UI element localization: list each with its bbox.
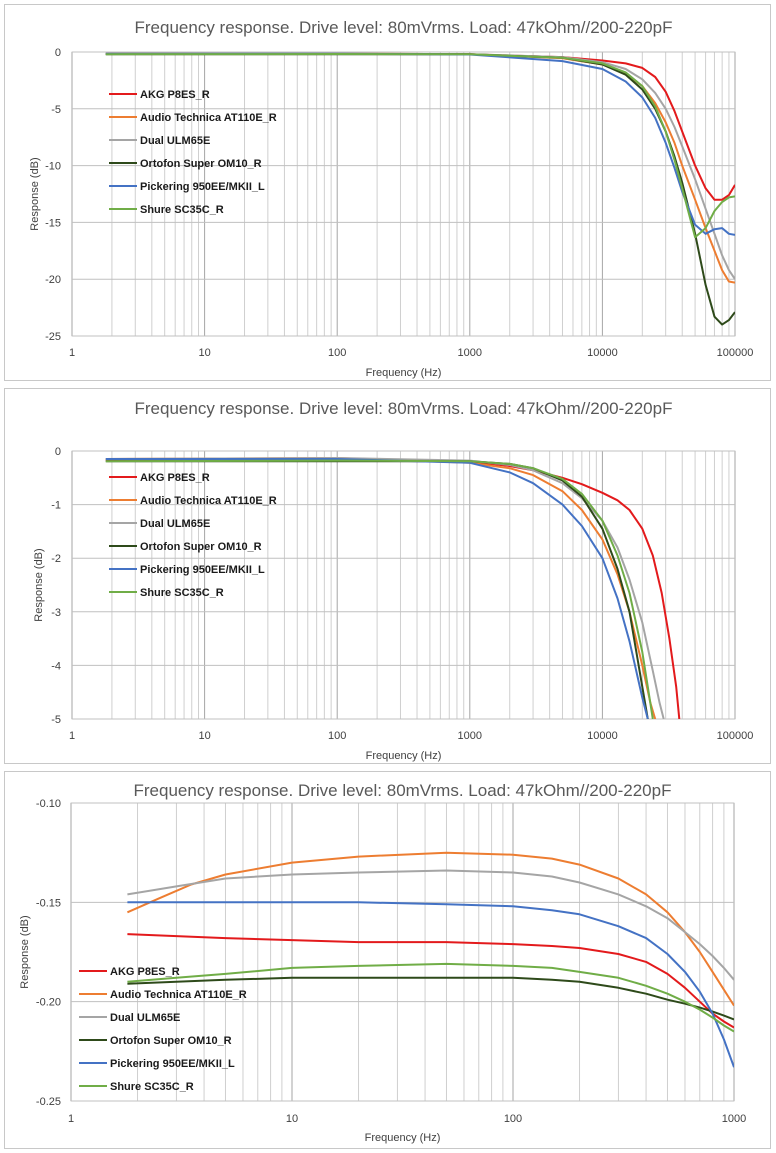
x-tick-label: 1 — [69, 730, 75, 742]
chart-title: Frequency response. Drive level: 80mVrms… — [134, 781, 672, 800]
x-tick-label: 1 — [69, 347, 75, 359]
legend-label: AKG P8ES_R — [140, 472, 210, 484]
y-tick-label: -4 — [51, 660, 61, 672]
y-tick-label: -0.10 — [36, 798, 61, 810]
chart-zoom-5db: Frequency response. Drive level: 80mVrms… — [33, 399, 754, 762]
legend-label: Pickering 950EE/MKII_L — [140, 181, 265, 193]
y-tick-label: -0.20 — [36, 997, 61, 1009]
y-tick-label: -25 — [45, 331, 61, 343]
legend-label: Dual ULM65E — [110, 1012, 180, 1024]
x-tick-label: 1 — [68, 1113, 74, 1125]
x-tick-label: 100 — [328, 347, 346, 359]
legend-label: Shure SC35C_R — [140, 204, 224, 216]
x-tick-label: 100 — [504, 1113, 522, 1125]
y-tick-label: -1 — [51, 500, 61, 512]
legend-label: Ortofon Super OM10_R — [110, 1035, 232, 1047]
series-line — [127, 869, 734, 981]
chart-panel-zoom-5db: Frequency response. Drive level: 80mVrms… — [4, 388, 771, 764]
series-line — [105, 458, 649, 719]
legend-label: Dual ULM65E — [140, 518, 210, 530]
legend-label: Shure SC35C_R — [110, 1081, 194, 1093]
x-axis-label: Frequency (Hz) — [365, 1132, 441, 1144]
legend: AKG P8ES_R Audio Technica AT110E_R Dual UL… — [79, 966, 247, 1093]
chart-title: Frequency response. Drive level: 80mVrms… — [135, 18, 673, 37]
y-axis-label: Response (dB) — [29, 157, 41, 230]
plot-area — [71, 450, 736, 720]
y-tick-label: -2 — [51, 553, 61, 565]
legend-label: Pickering 950EE/MKII_L — [110, 1058, 235, 1070]
legend-label: Dual ULM65E — [140, 135, 210, 147]
plot-area — [71, 51, 736, 337]
y-tick-label: -20 — [45, 274, 61, 286]
x-tick-label: 1000 — [458, 347, 482, 359]
series-line — [127, 962, 734, 1033]
chart-panel-full-range: Frequency response. Drive level: 80mVrms… — [4, 4, 771, 381]
y-tick-label: -10 — [45, 161, 61, 173]
y-tick-label: 0 — [55, 446, 61, 458]
x-tick-label: 10 — [286, 1113, 298, 1125]
gridlines — [71, 450, 736, 720]
series-group — [105, 457, 681, 719]
x-tick-label: 10000 — [587, 730, 618, 742]
y-tick-label: -15 — [45, 217, 61, 229]
legend-label: Ortofon Super OM10_R — [140, 158, 262, 170]
y-tick-label: -0.25 — [36, 1096, 61, 1108]
x-axis-label: Frequency (Hz) — [366, 367, 442, 379]
gridlines — [70, 802, 735, 1102]
chart-zoom-low-frequency: Frequency response. Drive level: 80mVrms… — [19, 781, 746, 1144]
y-tick-label: 0 — [55, 47, 61, 59]
legend-label: Audio Technica AT110E_R — [140, 495, 277, 507]
y-tick-label: -3 — [51, 607, 61, 619]
series-line — [105, 459, 654, 719]
series-line — [126, 851, 734, 1007]
chart-panel-zoom-low-frequency: Frequency response. Drive level: 80mVrms… — [4, 771, 771, 1149]
x-tick-label: 100000 — [717, 730, 754, 742]
x-tick-label: 10 — [198, 347, 210, 359]
y-tick-label: -5 — [51, 104, 61, 116]
legend-label: Audio Technica AT110E_R — [110, 989, 247, 1001]
x-tick-label: 10 — [198, 730, 210, 742]
series-line — [105, 53, 735, 239]
y-axis-label: Response (dB) — [33, 548, 45, 621]
series-line — [127, 901, 734, 1068]
chart-full-range: Frequency response. Drive level: 80mVrms… — [29, 18, 754, 379]
series-line — [127, 976, 734, 1021]
y-tick-label: -0.15 — [36, 897, 61, 909]
legend-label: Audio Technica AT110E_R — [140, 112, 277, 124]
series-line — [105, 459, 681, 719]
x-tick-label: 100000 — [717, 347, 754, 359]
series-group — [126, 851, 734, 1068]
chart-title: Frequency response. Drive level: 80mVrms… — [135, 399, 673, 418]
x-tick-label: 1000 — [458, 730, 482, 742]
x-tick-label: 10000 — [587, 347, 618, 359]
plot-area — [70, 802, 735, 1102]
legend-label: AKG P8ES_R — [140, 89, 210, 101]
legend-label: AKG P8ES_R — [110, 966, 180, 978]
legend-label: Pickering 950EE/MKII_L — [140, 564, 265, 576]
legend-label: Ortofon Super OM10_R — [140, 541, 262, 553]
legend: AKG P8ES_R Audio Technica AT110E_R Dual UL… — [109, 89, 277, 216]
legend: AKG P8ES_R Audio Technica AT110E_R Dual UL… — [109, 472, 277, 599]
y-tick-label: -5 — [51, 714, 61, 726]
x-tick-label: 1000 — [722, 1113, 746, 1125]
legend-label: Shure SC35C_R — [140, 587, 224, 599]
series-line — [127, 933, 734, 1029]
gridlines — [71, 51, 736, 337]
x-axis-label: Frequency (Hz) — [366, 750, 442, 762]
series-group — [105, 52, 735, 326]
y-axis-label: Response (dB) — [19, 915, 31, 988]
series-line — [105, 52, 735, 236]
x-tick-label: 100 — [328, 730, 346, 742]
